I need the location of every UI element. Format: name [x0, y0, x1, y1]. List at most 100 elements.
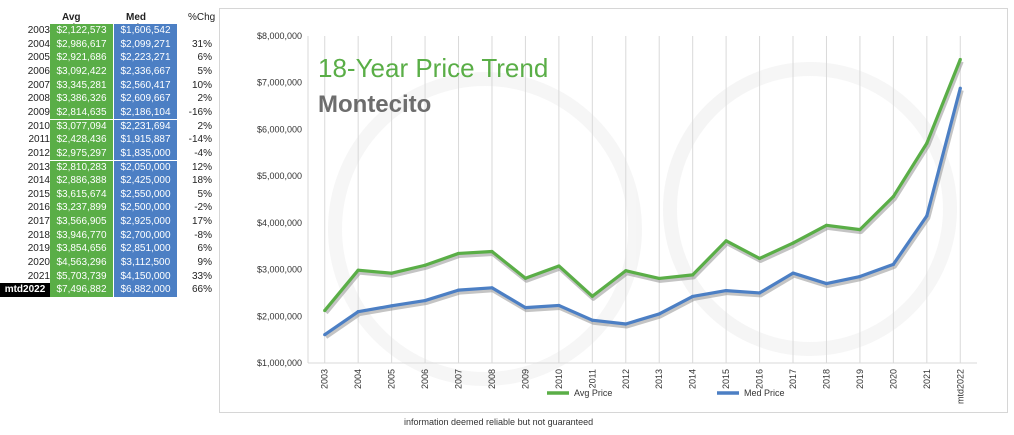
avg-price-cell: $2,986,617	[50, 37, 113, 52]
med-price-cell: $2,223,271	[114, 51, 177, 65]
avg-price-cell: $7,496,882	[50, 283, 113, 297]
med-price-cell: $2,336,667	[114, 64, 177, 79]
table-row: 2003 $2,122,573 $1,606,542	[0, 24, 220, 38]
chart-subtitle: Montecito	[318, 91, 431, 118]
data-point-med	[691, 294, 695, 299]
avg-price-cell: $3,854,656	[50, 242, 113, 256]
data-point-med	[958, 86, 962, 90]
data-point-med	[757, 291, 762, 295]
data-point-med	[490, 286, 494, 290]
table-row: 2008 $3,386,326 $2,609,667 2%	[0, 92, 220, 106]
data-point-avg	[724, 239, 728, 243]
table-row: 2021 $5,703,739 $4,150,000 33%	[0, 269, 220, 284]
year-cell: 2016	[27, 202, 50, 214]
table-row: 2014 $2,886,388 $2,425,000 18%	[0, 174, 220, 188]
avg-price-cell: $3,077,094	[50, 119, 113, 134]
data-point-avg	[958, 57, 962, 62]
med-price-cell: $2,700,000	[114, 228, 177, 243]
avg-price-cell: $3,345,281	[50, 78, 113, 93]
watermark-logo	[328, 62, 957, 386]
x-tick-label: 2007	[454, 369, 464, 389]
data-point-med	[590, 318, 594, 322]
series-shadow-avg	[323, 60, 964, 315]
data-point-avg	[624, 269, 628, 273]
avg-price-cell: $3,237,899	[50, 201, 113, 216]
data-point-med	[523, 305, 528, 310]
year-cell: 2005	[27, 52, 50, 64]
y-tick-label: $6,000,000	[257, 124, 302, 134]
avg-price-cell: $2,810,283	[50, 160, 113, 175]
table-row: 2016 $3,237,899 $2,500,000 -2%	[0, 201, 220, 216]
y-tick-label: $1,000,000	[257, 358, 302, 368]
med-price-cell: $2,560,417	[114, 78, 177, 93]
data-point-med	[624, 322, 628, 326]
med-price-cell: $1,915,887	[114, 133, 177, 147]
med-price-cell: $2,186,104	[114, 105, 177, 120]
med-price-cell: $2,050,000	[114, 160, 177, 175]
y-tick-label: $3,000,000	[257, 265, 302, 275]
data-point-med	[724, 288, 728, 293]
year-cell: 2019	[27, 243, 50, 255]
x-tick-label: 2009	[520, 369, 530, 389]
y-tick-label: $5,000,000	[257, 171, 302, 181]
data-point-med	[423, 298, 427, 303]
pct-change-header: %Chg	[188, 12, 216, 23]
pct-change-cell	[180, 24, 212, 38]
year-cell: 2010	[27, 120, 50, 132]
data-point-med	[557, 303, 561, 308]
year-cell: 2018	[27, 229, 50, 241]
pct-change-cell: 5%	[197, 188, 212, 200]
x-tick-label: 2010	[554, 369, 564, 389]
y-tick-label: $7,000,000	[257, 78, 302, 88]
legend-label: Med Price	[744, 388, 785, 398]
x-tick-label: 2003	[320, 369, 330, 389]
table-row: 2019 $3,854,656 $2,851,000 6%	[0, 242, 220, 256]
year-cell: 2012	[27, 147, 50, 159]
series-line-avg-price	[323, 58, 962, 312]
year-cell: 2006	[27, 65, 50, 77]
pct-change-cell: -8%	[194, 229, 212, 241]
year-cell: 2011	[28, 134, 50, 146]
table-row: 2005 $2,921,686 $2,223,271 6%	[0, 51, 220, 65]
pct-change-cell: 9%	[197, 257, 212, 269]
disclaimer-note: information deemed reliable but not guar…	[404, 417, 594, 427]
pct-change-cell: 18%	[191, 175, 212, 187]
data-point-med	[390, 304, 394, 308]
data-point-med	[824, 281, 829, 286]
med-price-cell: $2,425,000	[114, 174, 177, 188]
avg-price-cell: $2,428,436	[50, 133, 113, 147]
data-point-med	[891, 262, 895, 266]
data-point-avg	[858, 228, 862, 232]
year-cell: 2008	[27, 93, 50, 105]
data-point-avg	[456, 251, 461, 256]
avg-price-cell: $3,946,770	[50, 228, 113, 243]
med-price-cell: $2,550,000	[114, 187, 177, 202]
med-price-cell: $3,112,500	[114, 256, 177, 270]
med-price-cell: $2,851,000	[114, 242, 177, 256]
x-tick-label: mtd2022	[955, 369, 965, 404]
table-row: 2007 $3,345,281 $2,560,417 10%	[0, 78, 220, 93]
table-row: 2004 $2,986,617 $2,099,271 31%	[0, 37, 220, 52]
pct-change-cell: 6%	[197, 243, 212, 255]
table-row: 2013 $2,810,283 $2,050,000 12%	[0, 160, 220, 175]
pct-change-cell: -16%	[188, 106, 212, 118]
table-row: 2017 $3,566,905 $2,925,000 17%	[0, 215, 220, 229]
x-tick-label: 2018	[821, 369, 831, 389]
table-row: 2015 $3,615,674 $2,550,000 5%	[0, 187, 220, 202]
x-tick-label: 2020	[888, 369, 898, 389]
table-row: 2012 $2,975,297 $1,835,000 -4%	[0, 146, 220, 161]
data-point-med	[858, 274, 862, 279]
med-price-cell: $1,835,000	[114, 146, 177, 161]
x-tick-label: 2015	[721, 369, 731, 389]
legend-label: Avg Price	[574, 388, 612, 398]
x-tick-label: 2014	[688, 369, 698, 389]
x-tick-label: 2021	[922, 369, 932, 389]
data-point-avg	[423, 263, 427, 267]
chart-title: 18-Year Price Trend	[318, 53, 548, 83]
x-tick-label: 2005	[387, 369, 397, 389]
pct-change-cell: 10%	[191, 79, 212, 91]
data-point-avg	[657, 276, 661, 281]
x-tick-label: 2016	[755, 369, 765, 389]
x-tick-label: 2006	[420, 369, 430, 389]
year-cell: mtd2022	[0, 283, 50, 297]
